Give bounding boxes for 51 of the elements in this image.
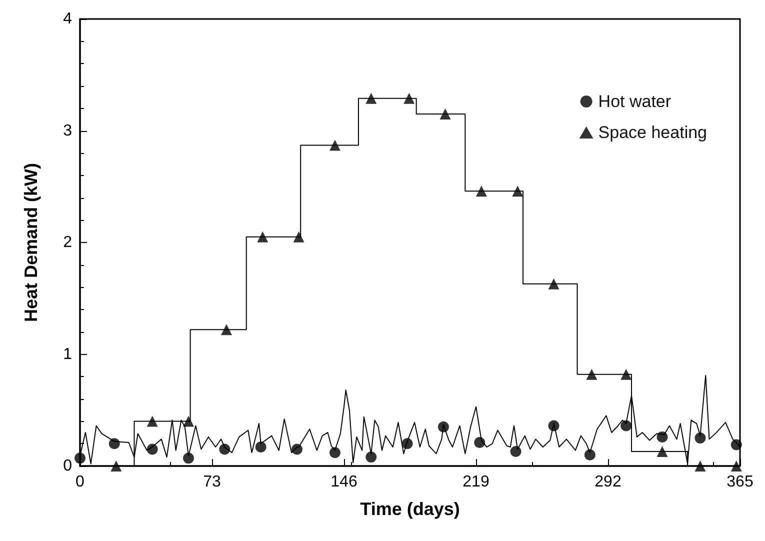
legend-label: Hot water	[598, 92, 672, 111]
point	[656, 446, 668, 457]
point	[548, 420, 560, 432]
x-axis-title: Time (days)	[360, 499, 460, 519]
point	[146, 444, 158, 455]
point	[293, 231, 304, 242]
point	[257, 231, 268, 242]
point	[146, 416, 158, 427]
y-tick-label: 0	[63, 458, 72, 474]
point	[329, 447, 340, 458]
point	[694, 432, 706, 444]
point	[440, 108, 451, 120]
point	[404, 92, 415, 104]
point	[182, 416, 194, 427]
point	[220, 324, 232, 336]
point	[255, 442, 266, 452]
y-tick-label: 3	[63, 122, 72, 140]
x-tick-label: 146	[330, 474, 358, 490]
point	[620, 420, 632, 432]
x-tick-label: 219	[462, 474, 490, 490]
x-tick-label: 0	[76, 474, 85, 490]
point	[656, 431, 668, 442]
point	[476, 186, 487, 197]
legend-label: Space heating	[598, 123, 708, 142]
point	[329, 140, 340, 151]
point	[548, 278, 560, 290]
point	[366, 452, 377, 463]
point	[74, 452, 86, 464]
point	[694, 460, 706, 472]
point	[110, 460, 122, 472]
point	[586, 368, 598, 380]
point	[219, 444, 230, 455]
x-tick-label: 292	[594, 474, 622, 490]
y-tick-label: 4	[63, 10, 72, 28]
x-tick-label: 73	[203, 474, 221, 490]
point	[510, 446, 522, 457]
point	[402, 438, 413, 450]
point	[620, 368, 632, 380]
point	[474, 437, 486, 448]
point	[183, 452, 194, 464]
point	[438, 421, 449, 432]
point	[584, 449, 596, 460]
point	[108, 438, 120, 450]
y-axis-title: Heat Demand (kW)	[21, 162, 41, 322]
y-tick-label: 1	[63, 346, 72, 363]
x-tick-label: 365	[726, 474, 754, 490]
point	[512, 186, 524, 197]
point	[366, 92, 377, 104]
point	[730, 439, 742, 450]
y-tick-label: 2	[63, 234, 72, 251]
point	[292, 444, 302, 455]
